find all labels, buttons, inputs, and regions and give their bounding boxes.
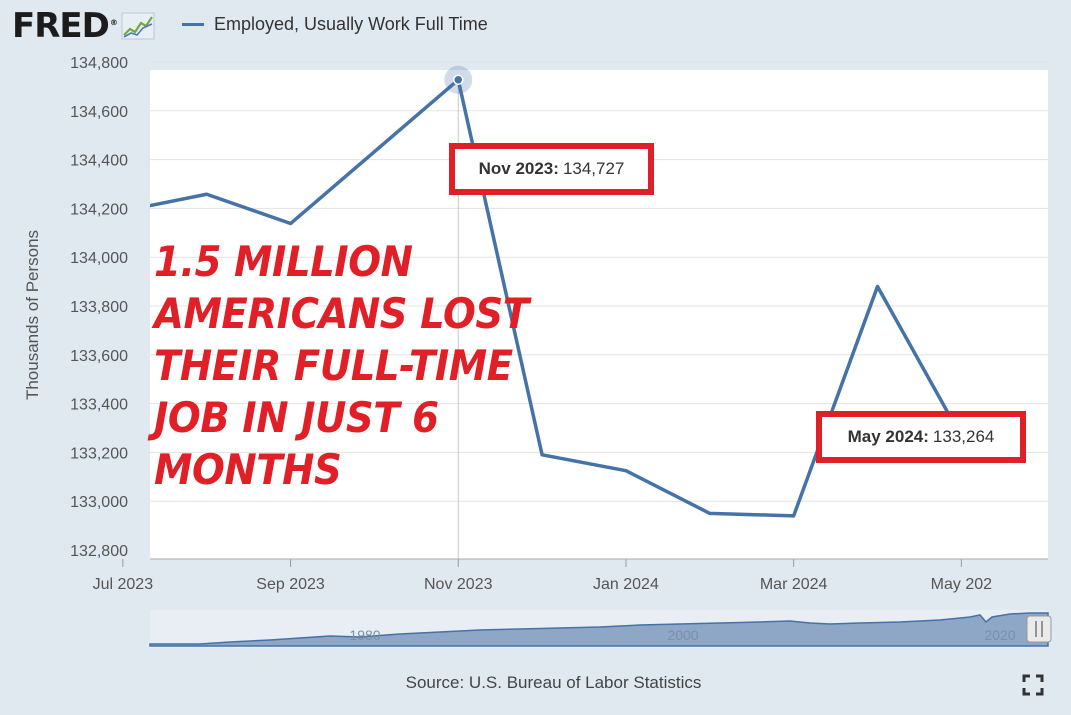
tooltip-date: Nov 2023:: [478, 159, 559, 178]
navigator[interactable]: 1980 2000 2020: [149, 610, 1052, 648]
y-tick-label: 134,600: [70, 104, 128, 121]
annotation-headline: 1.5 MILLION AMERICANS LOST THEIR FULL-TI…: [154, 236, 577, 496]
y-tick-label: 132,800: [70, 543, 128, 560]
tooltip-value: 134,727: [562, 159, 625, 178]
navigator-handle[interactable]: [1026, 615, 1052, 643]
annotation-line: JOB IN JUST 6: [154, 393, 439, 442]
tooltip-value: 133,264: [932, 427, 995, 446]
y-tick-label: 133,200: [70, 445, 128, 462]
x-tick-label: Jan 2024: [593, 576, 659, 593]
y-axis: 132,800 133,000 133,200 133,400 133,600 133,8…: [70, 55, 128, 560]
x-tick-label: Jul 2023: [93, 576, 154, 593]
legend-label: Employed, Usually Work Full Time: [214, 14, 488, 34]
y-tick-label: 133,400: [70, 397, 128, 414]
highlight-point[interactable]: [453, 74, 464, 86]
y-tick-label: 134,200: [70, 201, 128, 218]
legend-line-icon: [182, 23, 204, 26]
annotation-line: MONTHS: [154, 445, 342, 494]
y-tick-label: 133,000: [70, 494, 128, 511]
tooltip-date: May 2024:: [847, 427, 929, 446]
header: FRED®: [12, 6, 155, 46]
x-tick-label: Mar 2024: [760, 576, 828, 593]
navigator-labels: 1980 2000 2020: [349, 627, 1015, 643]
y-tick-label: 133,800: [70, 299, 128, 316]
y-tick-label: 134,800: [70, 55, 128, 72]
navigator-label: 1980: [349, 627, 380, 643]
x-axis: Jul 2023 Sep 2023 Nov 2023 Jan 2024 Mar 2024…: [93, 558, 1048, 593]
y-axis-label: Thousands of Persons: [23, 230, 42, 400]
x-tick-label: May 202: [931, 576, 992, 593]
fred-logo[interactable]: FRED®: [12, 6, 118, 46]
tooltip-may-2024: May 2024: 133,264: [816, 411, 1026, 463]
fullscreen-icon[interactable]: [1022, 674, 1044, 696]
annotation-line: 1.5 MILLION: [154, 237, 413, 286]
navigator-label: 2020: [984, 627, 1015, 643]
tooltip-nov-2023: Nov 2023: 134,727: [449, 143, 654, 195]
y-tick-label: 133,600: [70, 348, 128, 365]
x-tick-label: Sep 2023: [256, 576, 325, 593]
navigator-label: 2000: [667, 627, 698, 643]
source-note: Source: U.S. Bureau of Labor Statistics: [405, 673, 702, 692]
y-tick-label: 134,400: [70, 153, 128, 170]
y-tick-label: 134,000: [70, 250, 128, 267]
gridlines: [150, 61, 1048, 502]
navigator-area: [149, 612, 1049, 647]
annotation-line: THEIR FULL-TIME: [154, 341, 513, 390]
legend[interactable]: Employed, Usually Work Full Time: [182, 14, 488, 35]
x-tick-label: Nov 2023: [424, 576, 493, 593]
annotation-line: AMERICANS LOST: [154, 289, 529, 338]
fred-chart-icon: [121, 12, 155, 40]
